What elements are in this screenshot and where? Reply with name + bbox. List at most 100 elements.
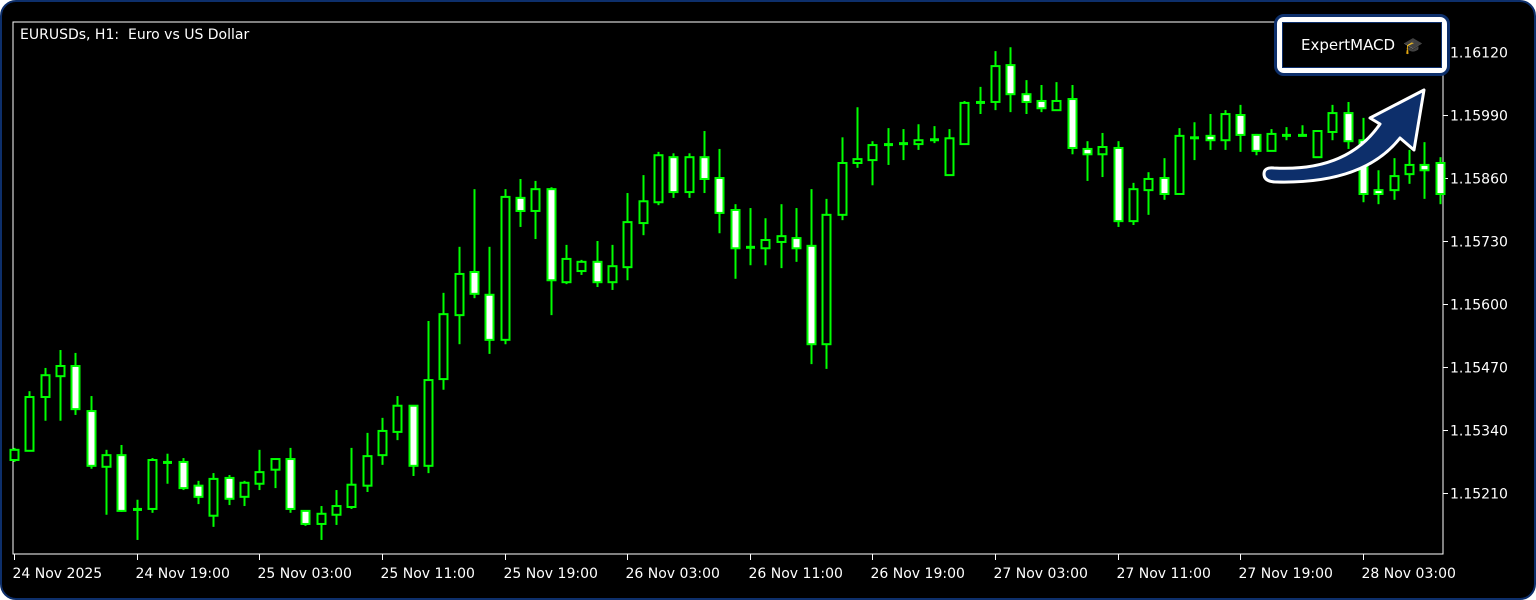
bear-candle-body <box>1113 146 1124 223</box>
candle <box>101 449 112 515</box>
bull-candle-body <box>776 235 787 243</box>
candle <box>331 490 342 525</box>
bear-candle-body <box>699 156 710 180</box>
candle-body <box>1282 133 1291 137</box>
bull-candle-body <box>1128 188 1139 223</box>
candle <box>469 189 480 299</box>
price-label: 1.15340 <box>1450 424 1508 440</box>
candle <box>806 189 817 365</box>
candle <box>821 198 832 369</box>
bull-candle-body <box>1389 175 1400 192</box>
bull-candle-body <box>346 483 357 509</box>
candle <box>546 187 557 316</box>
candle <box>930 126 939 144</box>
bull-candle-body <box>1312 130 1323 159</box>
candle <box>1282 127 1291 141</box>
price-label: 1.15730 <box>1450 235 1508 251</box>
candle <box>1036 84 1047 113</box>
candle <box>607 244 618 290</box>
time-label: 27 Nov 19:00 <box>1239 566 1333 582</box>
candle <box>976 86 985 115</box>
candle <box>1021 80 1032 115</box>
candle <box>208 473 219 527</box>
bear-candle-body <box>515 196 526 212</box>
bear-candle-body <box>484 293 495 341</box>
bull-candle-body <box>254 471 265 485</box>
candle <box>454 246 465 345</box>
candle <box>638 175 649 236</box>
candle-body <box>163 460 172 464</box>
bull-candle-body <box>454 272 465 317</box>
axes <box>12 21 1444 555</box>
candle <box>239 480 250 507</box>
bear-candle-body <box>668 156 679 194</box>
price-label: 1.15990 <box>1450 109 1508 125</box>
candle <box>668 153 679 198</box>
chart-title: EURUSDs, H1: Euro vs US Dollar <box>20 27 250 43</box>
candle <box>500 189 511 345</box>
price-label: 1.15210 <box>1450 487 1508 503</box>
candle <box>178 458 189 491</box>
time-label: 25 Nov 03:00 <box>258 566 352 582</box>
bull-candle-body <box>316 512 327 525</box>
bull-candle-body <box>1143 177 1154 192</box>
plot-border <box>12 21 1444 555</box>
candle <box>1051 82 1062 112</box>
candle <box>1082 141 1093 181</box>
bear-candle-body <box>1082 147 1093 156</box>
candle <box>377 417 388 465</box>
bear-candle-body <box>178 460 189 490</box>
candle <box>515 178 526 227</box>
candle <box>684 153 695 198</box>
bear-candle-body <box>224 476 235 500</box>
candle <box>1235 104 1246 152</box>
time-label: 24 Nov 19:00 <box>136 566 230 582</box>
candle <box>484 246 495 354</box>
candle <box>867 141 878 186</box>
bull-candle-body <box>270 458 281 471</box>
candle <box>1097 132 1108 178</box>
bear-candle-body <box>193 484 204 498</box>
candle <box>852 107 863 168</box>
candle <box>392 396 403 441</box>
graduation-cap-icon: 🎓 <box>1403 35 1424 55</box>
candle <box>1113 141 1124 227</box>
candle <box>1143 172 1154 215</box>
expert-advisor-badge[interactable]: ExpertMACD 🎓 <box>1274 14 1450 76</box>
candle <box>9 447 20 462</box>
candle <box>408 404 419 476</box>
candle <box>1343 101 1354 149</box>
time-label: 26 Nov 11:00 <box>749 566 843 582</box>
candle <box>899 129 908 161</box>
bull-candle-body <box>1051 99 1062 112</box>
bull-candle-body <box>837 161 848 216</box>
bear-candle-body <box>285 458 296 510</box>
bear-candle-body <box>1251 133 1262 152</box>
candle <box>1190 122 1199 161</box>
candle <box>730 204 741 279</box>
bull-candle-body <box>362 455 373 487</box>
bear-candle-body <box>116 454 127 512</box>
candle <box>837 137 848 221</box>
candle <box>760 218 771 266</box>
bull-candle-body <box>959 101 970 146</box>
candle <box>133 499 142 540</box>
time-label: 24 Nov 2025 <box>13 566 103 582</box>
bull-candle-body <box>607 265 618 284</box>
candle-body <box>746 245 755 249</box>
candle <box>1419 142 1430 199</box>
bull-candle-body <box>377 429 388 457</box>
bear-candle-body <box>1036 99 1047 110</box>
candle <box>622 193 633 281</box>
candle-body <box>884 143 893 147</box>
bear-candle-body <box>1419 163 1430 172</box>
bull-candle-body <box>576 260 587 273</box>
candle <box>316 506 327 540</box>
bear-candle-body <box>1235 114 1246 136</box>
bear-candle-body <box>546 188 557 282</box>
bull-candle-body <box>653 154 664 204</box>
candle <box>561 244 572 285</box>
candle <box>1266 129 1277 152</box>
